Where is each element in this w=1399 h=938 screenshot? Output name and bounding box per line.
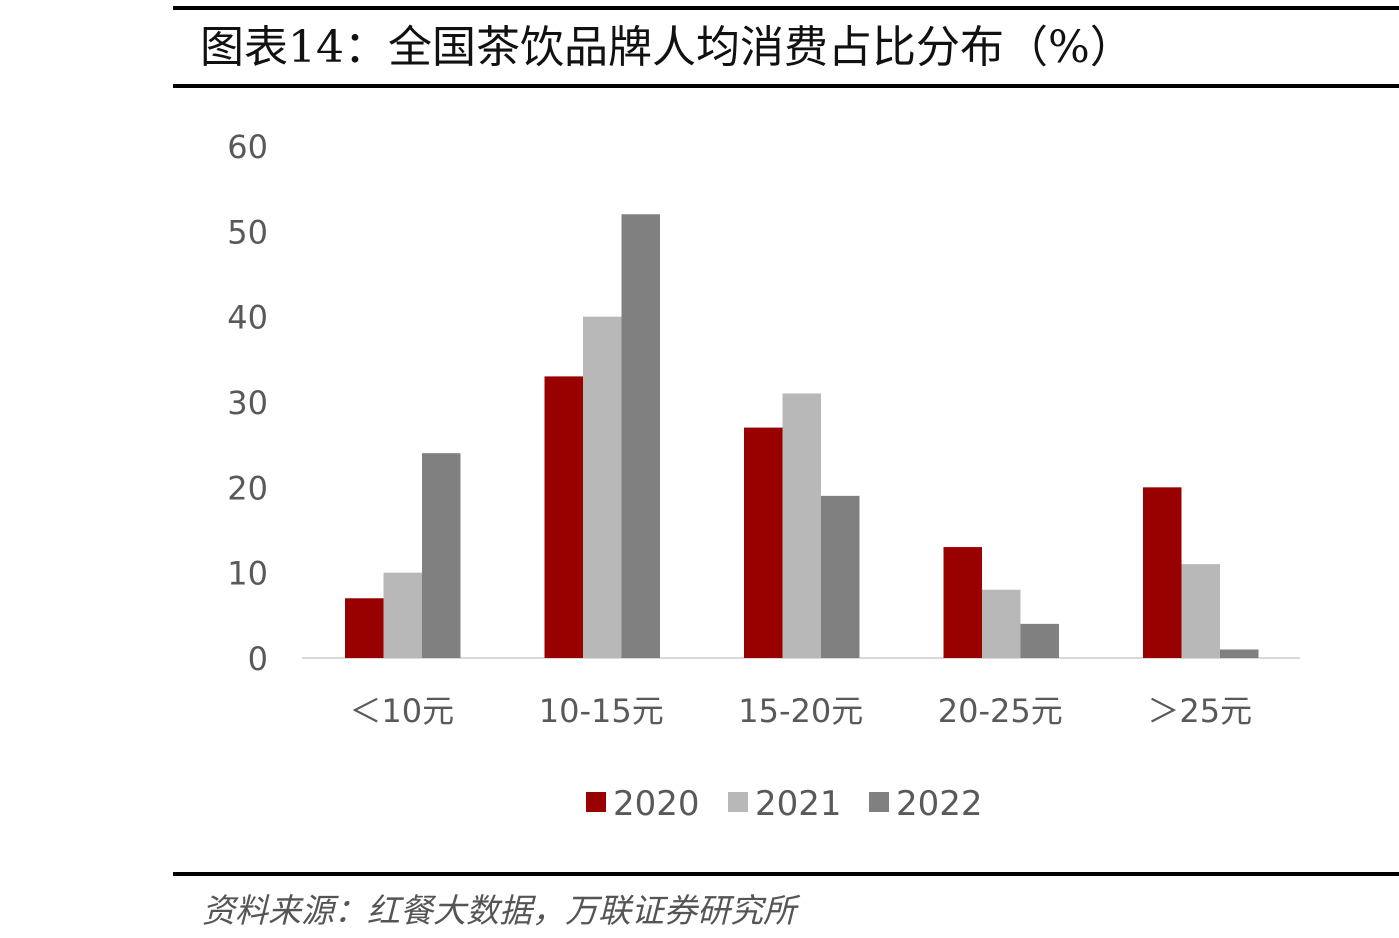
bar-2022-3 [1020,623,1059,658]
y-tick-label: 50 [227,213,268,251]
bar-2021-3 [982,589,1021,658]
x-tick-label: 20-25元 [938,692,1063,730]
y-tick-label: 30 [227,384,268,422]
bottom-rule [173,872,1399,876]
legend-label: 2021 [755,784,842,824]
x-tick-label: ＜10元 [349,692,454,730]
x-tick-label: ＞25元 [1147,692,1252,730]
y-tick-label: 20 [227,469,268,507]
legend-swatch-2021 [728,792,748,812]
legend-label: 2022 [896,784,983,824]
y-tick-label: 60 [227,128,268,166]
bar-2020-4 [1143,487,1182,658]
x-tick-label: 10-15元 [539,692,664,730]
bar-2022-2 [821,495,860,658]
bar-2020-2 [744,427,783,658]
source-note: 资料来源：红餐大数据，万联证券研究所 [202,891,796,930]
y-tick-label: 40 [227,299,268,337]
bar-2020-3 [943,547,982,658]
bar-2021-1 [583,316,622,658]
legend-swatch-2022 [869,792,889,812]
bar-2020-1 [544,376,583,658]
bar-2022-1 [621,214,660,658]
legend-swatch-2020 [586,792,606,812]
bar-2021-0 [383,572,422,658]
bar-2020-0 [345,598,384,658]
bar-2021-2 [782,393,821,658]
top-rule [173,6,1399,10]
bar-2022-0 [422,453,461,658]
bar-2022-4 [1220,649,1259,658]
figure-title: 图表14：全国茶饮品牌人均消费占比分布（%） [200,22,1134,73]
x-tick-label: 15-20元 [738,692,863,730]
bar-2021-4 [1181,564,1220,658]
y-tick-label: 10 [227,555,268,593]
legend-label: 2020 [613,784,700,824]
y-tick-label: 0 [248,640,268,678]
title-rule [173,84,1399,88]
